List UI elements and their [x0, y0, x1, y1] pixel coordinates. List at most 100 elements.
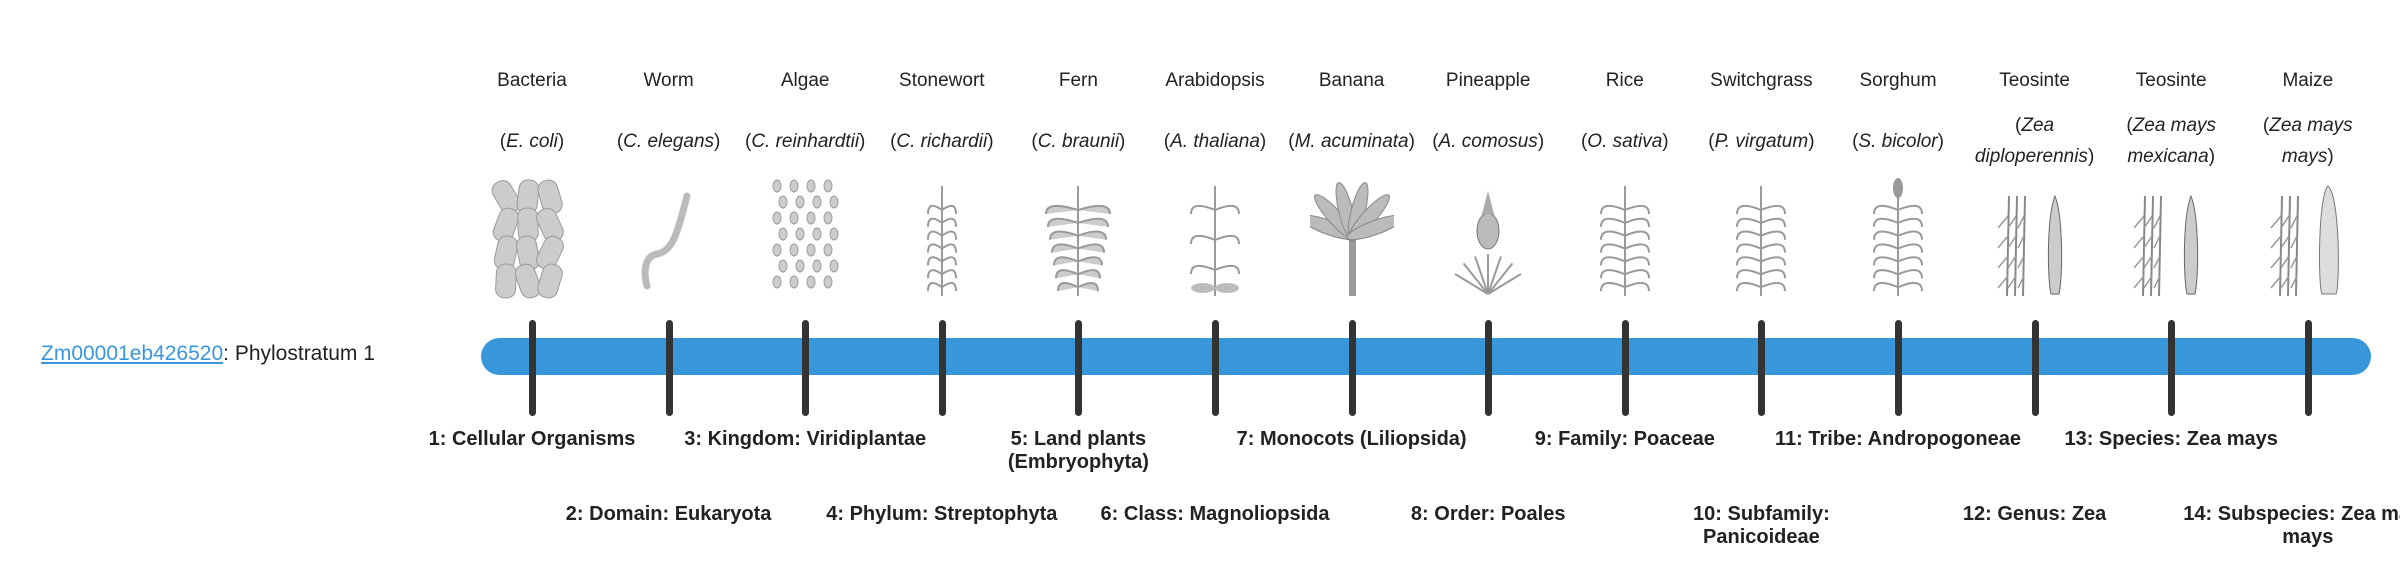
stratum-taxon: Land plants (Embryophyta): [1007, 428, 1149, 473]
worm-icon: [601, 176, 737, 300]
stratum-tick[interactable]: [1895, 320, 1902, 416]
stratum-label-8: 8: Order: Poales: [1363, 503, 1613, 526]
organism-common-name: Algae: [780, 70, 830, 91]
stratum-number: 12:: [1962, 503, 1992, 525]
scientific-name-text: A. thaliana: [1170, 130, 1260, 152]
scientific-name-text: Zea diploperennis: [1974, 115, 2088, 167]
organism-scientific-name: (A. comosus): [1432, 130, 1545, 152]
stratum-label-9: 9: Family: Poaceae: [1500, 428, 1750, 451]
stratum-taxon: Genus: Zea: [1997, 503, 2107, 525]
organism-common-name: Banana: [1318, 70, 1385, 91]
organism-scientific-name: (Zea mays mays): [2262, 115, 2353, 167]
stratum-taxon: Order: Poales: [1434, 503, 1566, 525]
stratum-label-4: 4: Phylum: Streptophyta: [817, 503, 1067, 526]
organism-scientific-name: (P. virgatum): [1708, 130, 1815, 152]
organism-scientific-name: (A. thaliana): [1163, 130, 1267, 152]
scientific-name-text: Zea mays mays: [2269, 115, 2353, 167]
stratum-label-10: 10: Subfamily: Panicoideae: [1636, 503, 1886, 549]
organism-common-name: Pineapple: [1445, 70, 1531, 91]
stratum-number: 4:: [826, 503, 845, 525]
sorghum-icon: [1830, 176, 1966, 300]
stratum-tick[interactable]: [665, 320, 673, 416]
organism-common-name: Stonewort: [899, 70, 985, 91]
organism-common-name: Arabidopsis: [1165, 70, 1265, 91]
maize-icon: [2240, 176, 2376, 300]
phylostratum-text: : Phylostratum 1: [223, 342, 375, 365]
stratum-number: 3:: [684, 428, 703, 450]
stratum-taxon: Species: Zea mays: [2098, 428, 2278, 450]
stratum-taxon: Subfamily: Panicoideae: [1703, 503, 1830, 548]
stratum-label-5: 5: Land plants (Embryophyta): [953, 428, 1203, 474]
stratum-tick[interactable]: [1348, 320, 1356, 416]
organism-common-name: Sorghum: [1859, 70, 1937, 91]
stratum-tick[interactable]: [1758, 320, 1766, 416]
stratum-taxon: Domain: Eukaryota: [589, 503, 772, 525]
scientific-name-text: C. elegans: [623, 130, 715, 152]
stratum-label-1: 1: Cellular Organisms: [407, 428, 657, 451]
gene-id-link[interactable]: Zm00001eb426520: [41, 342, 224, 365]
stratum-label-7: 7: Monocots (Liliopsida): [1227, 428, 1477, 451]
stratum-tick[interactable]: [529, 320, 536, 416]
stratum-number: 9:: [1534, 428, 1553, 450]
organism-scientific-name: (E. coli): [499, 130, 565, 152]
stratum-number: 10:: [1693, 503, 1722, 525]
stratum-label-11: 11: Tribe: Andropogoneae: [1773, 428, 2023, 451]
stratum-taxon: Kingdom: Viridiplantae: [707, 428, 927, 450]
stratum-number: 5:: [1010, 428, 1029, 450]
phylostratum-bar: [481, 338, 2371, 375]
scientific-name-text: Zea mays mexicana: [2127, 115, 2217, 167]
organism-scientific-name: (C. richardii): [890, 130, 994, 152]
organism-scientific-name: (S. bicolor): [1852, 130, 1944, 152]
stratum-number: 14:: [2183, 503, 2213, 525]
stratum-number: 2:: [565, 503, 584, 525]
scientific-name-text: C. braunii: [1037, 130, 1120, 152]
organism-common-name: Bacteria: [497, 70, 567, 91]
stratum-taxon: Tribe: Andropogoneae: [1808, 428, 2021, 450]
arabidopsis-icon: [1147, 176, 1283, 300]
organism-common-name: Switchgrass: [1710, 70, 1813, 91]
algae-icon: [737, 176, 873, 300]
stratum-number: 6:: [1100, 503, 1119, 525]
stratum-label-14: 14: Subspecies: Zea mays mays: [2183, 503, 2400, 549]
organism-common-name: Fern: [1058, 70, 1098, 91]
stratum-taxon: Phylum: Streptophyta: [849, 503, 1058, 525]
stratum-taxon: Family: Poaceae: [1558, 428, 1715, 450]
organism-scientific-name: (C. braunii): [1031, 130, 1126, 152]
stonewort-icon: [874, 176, 1010, 300]
stratum-label-13: 13: Species: Zea mays: [2046, 428, 2296, 451]
organism-common-name: Maize: [2282, 70, 2334, 91]
stratum-number: 11:: [1775, 428, 1803, 450]
stratum-number: 13:: [2064, 428, 2094, 450]
teosinte-icon: [2103, 176, 2239, 300]
stratum-tick[interactable]: [938, 320, 946, 416]
organism-common-name: Teosinte: [2135, 70, 2207, 91]
stratum-taxon: Cellular Organisms: [451, 428, 636, 450]
scientific-name-text: C. reinhardtii: [751, 130, 860, 152]
stratum-tick[interactable]: [1075, 320, 1083, 416]
stratum-label-3: 3: Kingdom: Viridiplantae: [680, 428, 930, 451]
organism-common-name: Worm: [643, 70, 694, 91]
organism-scientific-name: (C. reinhardtii): [745, 130, 866, 152]
stratum-number: 8:: [1410, 503, 1429, 525]
stratum-label-6: 6: Class: Magnoliopsida: [1090, 503, 1340, 526]
stratum-tick[interactable]: [1485, 320, 1493, 416]
stratum-label-12: 12: Genus: Zea: [1910, 503, 2160, 526]
stratum-label-2: 2: Domain: Eukaryota: [544, 503, 794, 526]
scientific-name-text: A. comosus: [1438, 130, 1538, 152]
stratum-tick[interactable]: [1212, 320, 1219, 416]
stratum-taxon: Monocots (Liliopsida): [1259, 428, 1467, 450]
scientific-name-text: S. bicolor: [1858, 130, 1938, 152]
bacteria-icon: [464, 176, 600, 300]
organism-scientific-name: (M. acuminata): [1288, 130, 1415, 152]
rice-icon: [1557, 176, 1693, 300]
organism-scientific-name: (Zea mays mexicana): [2126, 115, 2217, 167]
stratum-tick[interactable]: [1621, 320, 1629, 416]
scientific-name-text: C. richardii: [896, 130, 988, 152]
stratum-tick[interactable]: [2304, 320, 2312, 416]
switchgrass-icon: [1693, 176, 1829, 300]
stratum-tick[interactable]: [2031, 320, 2039, 416]
fern-icon: [1010, 176, 1146, 300]
stratum-tick[interactable]: [802, 320, 810, 416]
stratum-tick[interactable]: [2168, 320, 2176, 416]
gene-label: Zm00001eb426520: Phylostratum 1: [41, 342, 375, 366]
